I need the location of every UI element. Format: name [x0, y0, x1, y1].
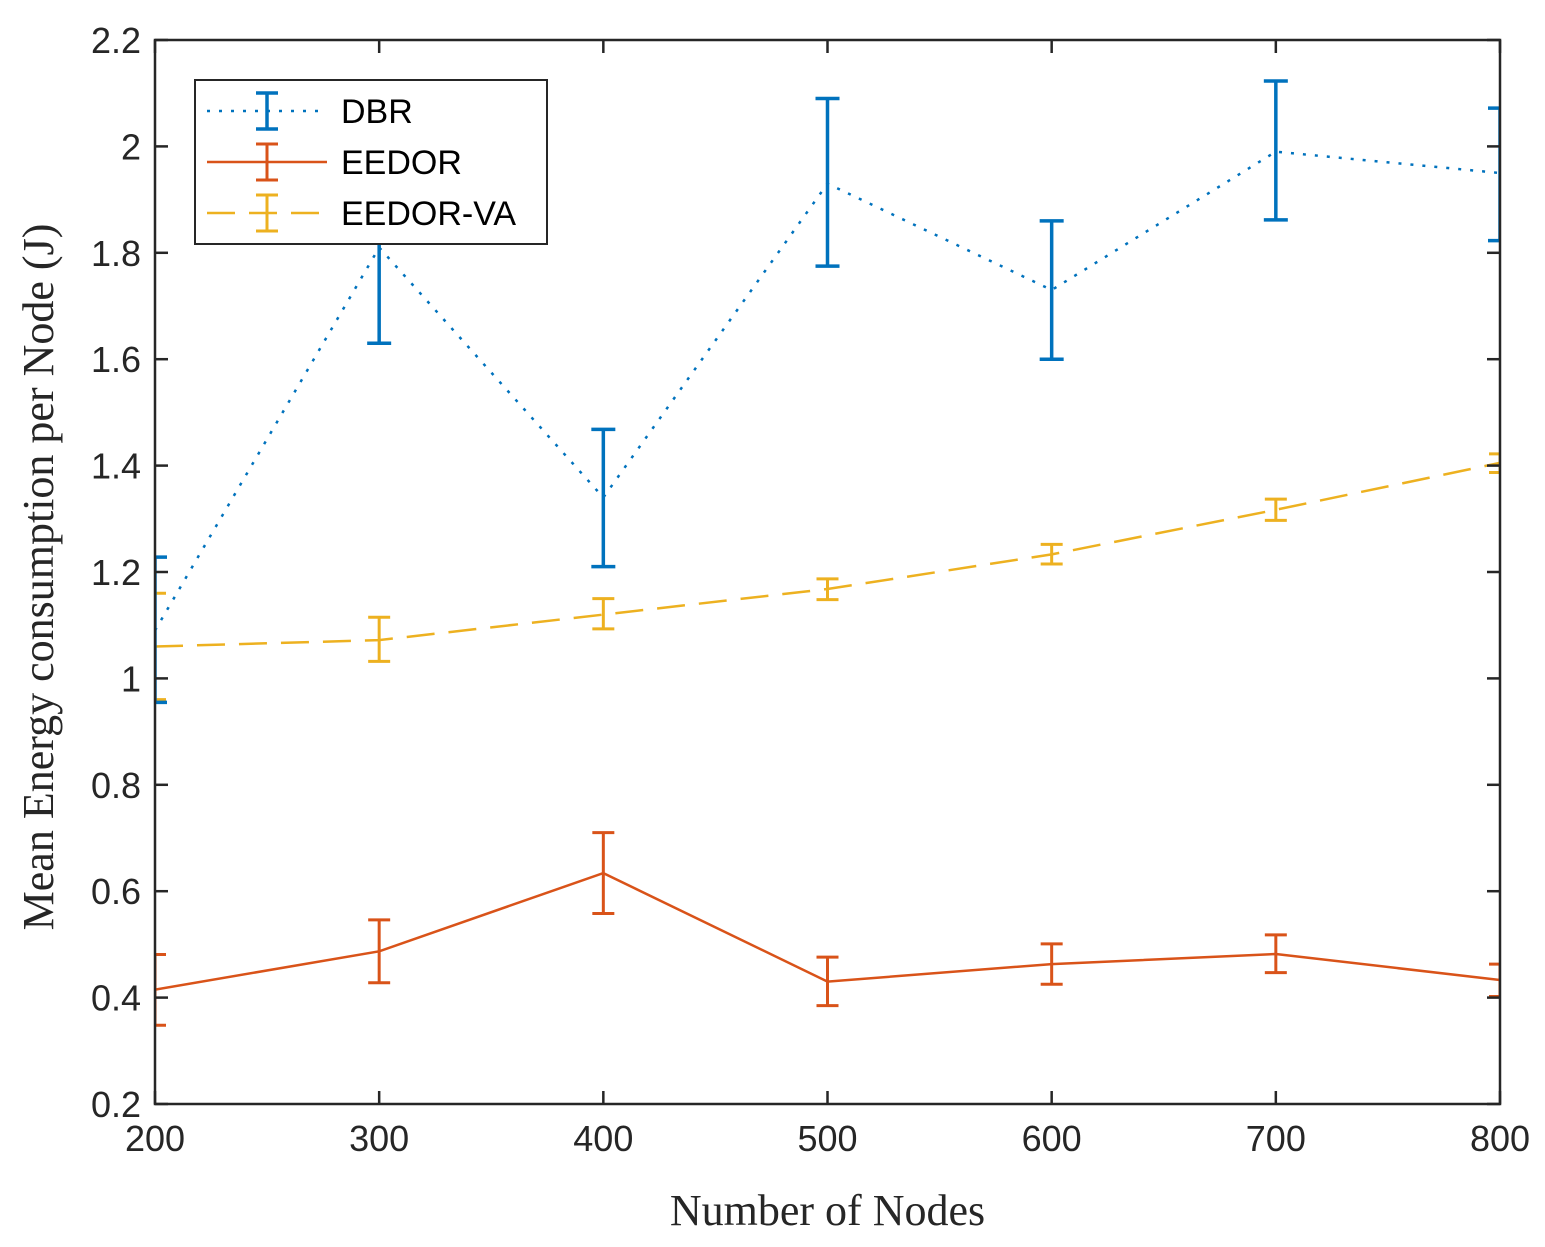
error-bar-eedor-va-400 [592, 597, 615, 631]
axes: 200 300 400 500 600 700 800 0.2 0.4 0.6 0.8 1 1.2 1.4… [91, 20, 1530, 1159]
x-tick-label: 800 [1470, 1118, 1530, 1159]
error-bar-eedor-va-300 [368, 615, 391, 663]
legend-label: EEDOR [341, 144, 462, 182]
error-bar-eedor-va-600 [1040, 542, 1063, 566]
y-tick-label: 0.8 [91, 765, 141, 806]
x-tick-label: 500 [797, 1118, 857, 1159]
error-bar-eedor-va-700 [1264, 497, 1287, 522]
y-tick-label: 1.2 [91, 552, 141, 593]
legend: DBR EEDOR EEDOR-VA [194, 79, 548, 245]
y-tick-label: 0.6 [91, 871, 141, 912]
error-bar-eedor-600 [1040, 942, 1063, 986]
y-axis-title: Mean Energy consumption per Node (J) [14, 224, 63, 931]
error-bar-dbr-600 [1039, 219, 1064, 361]
error-bar-eedor-400 [592, 831, 615, 916]
legend-entry-dbr: DBR [207, 91, 413, 131]
error-bar-eedor-300 [368, 918, 391, 985]
x-tick-label: 300 [349, 1118, 409, 1159]
legend-label: EEDOR-VA [341, 195, 516, 233]
y-tick-label: 1.6 [91, 339, 141, 380]
series-eedor [155, 831, 1500, 1027]
legend-entry-eedor-va: EEDOR-VA [207, 193, 516, 233]
error-bar-eedor-200 [155, 953, 166, 1027]
error-bar-eedor-500 [816, 955, 839, 1008]
error-bar-dbr-500 [815, 96, 840, 268]
y-tick-label: 1.4 [91, 446, 141, 487]
error-bar-dbr-400 [591, 427, 616, 569]
series-eedor-va [155, 452, 1500, 702]
error-bar-dbr-700 [1263, 79, 1288, 222]
y-tick-label: 1 [121, 658, 141, 699]
plot-area [155, 79, 1500, 1027]
error-bar-eedor-va-200 [155, 591, 166, 702]
error-bar-dbr-200 [155, 555, 167, 705]
y-tick-label: 2.2 [91, 20, 141, 61]
y-tick-label: 1.8 [91, 233, 141, 274]
error-bar-eedor-va-800 [1489, 452, 1500, 475]
x-tick-label: 400 [573, 1118, 633, 1159]
legend-entry-eedor: EEDOR [207, 142, 462, 182]
y-tick-label: 0.2 [91, 1084, 141, 1125]
error-bar-eedor-700 [1264, 933, 1287, 975]
legend-label: DBR [341, 93, 413, 131]
error-bar-eedor-va-500 [816, 577, 839, 602]
x-tick-label: 600 [1022, 1118, 1082, 1159]
y-tick-label: 0.4 [91, 978, 141, 1019]
error-bar-dbr-800 [1488, 106, 1500, 243]
x-axis-title: Number of Nodes [670, 1186, 985, 1235]
x-tick-label: 700 [1246, 1118, 1306, 1159]
x-tick-label: 200 [125, 1118, 185, 1159]
y-tick-label: 2 [121, 126, 141, 167]
